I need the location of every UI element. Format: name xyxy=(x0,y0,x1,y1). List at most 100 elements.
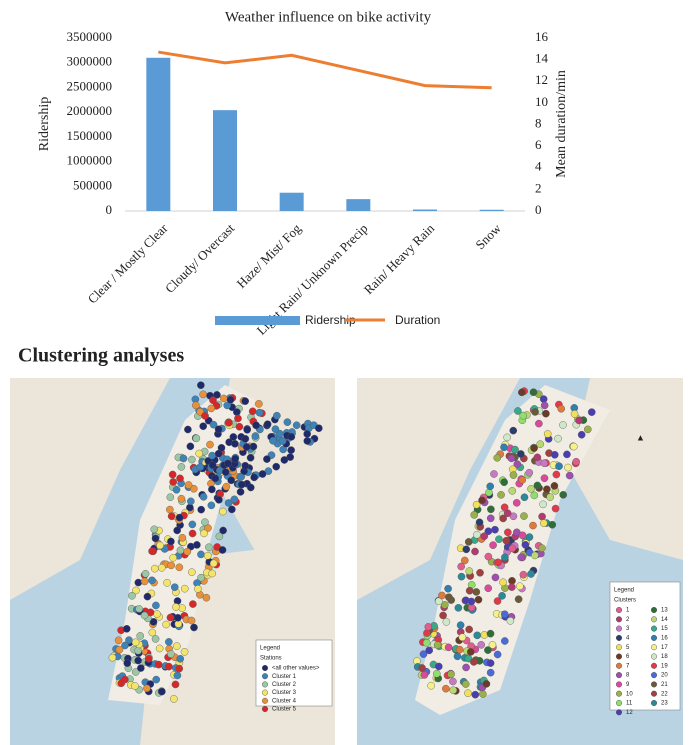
station-dot xyxy=(148,576,156,585)
legend-label: Cluster 4 xyxy=(272,698,297,704)
station-dot xyxy=(507,454,516,463)
legend-label: 22 xyxy=(661,691,668,697)
station-dot xyxy=(482,680,491,688)
station-dot xyxy=(246,453,255,462)
station-dot xyxy=(438,591,446,600)
y-axis-label: Ridership xyxy=(37,97,52,151)
station-dot xyxy=(554,434,562,443)
station-dot xyxy=(433,641,442,649)
station-dot xyxy=(154,660,163,669)
y2-tick-label: 0 xyxy=(535,202,542,217)
station-dot xyxy=(179,454,188,463)
station-dot xyxy=(500,503,509,512)
station-dot xyxy=(419,650,428,658)
station-dot xyxy=(484,552,493,561)
station-dot xyxy=(258,470,267,478)
station-dot xyxy=(149,618,158,626)
station-dot xyxy=(108,653,117,662)
station-dot xyxy=(447,670,455,679)
station-dot xyxy=(251,432,260,440)
station-dot xyxy=(435,597,443,606)
station-dot xyxy=(115,645,124,654)
station-dot xyxy=(207,501,216,510)
station-dot xyxy=(170,583,179,592)
legend-swatch xyxy=(262,665,269,672)
station-dot xyxy=(444,584,452,593)
station-dot xyxy=(521,540,530,549)
station-dot xyxy=(476,568,484,577)
station-dot xyxy=(131,682,139,690)
station-dot xyxy=(540,474,549,483)
station-dot xyxy=(518,476,527,484)
station-dot xyxy=(583,425,592,434)
legend-label: 12 xyxy=(626,710,633,716)
legend-title: Legend xyxy=(614,588,634,594)
station-dot xyxy=(539,395,548,403)
station-dot xyxy=(152,675,161,684)
station-dot xyxy=(499,578,507,587)
station-dot xyxy=(140,611,149,620)
station-dot xyxy=(194,585,202,593)
station-dot xyxy=(464,538,473,546)
legend-label: 6 xyxy=(626,654,630,660)
station-dot xyxy=(486,629,495,638)
legend-label: 2 xyxy=(626,617,630,623)
station-dot xyxy=(249,442,258,451)
station-dot xyxy=(208,485,216,494)
station-dot xyxy=(516,582,524,591)
station-dot xyxy=(196,463,204,471)
station-dot xyxy=(169,478,178,486)
legend-swatch xyxy=(616,681,623,688)
station-dot xyxy=(575,416,583,425)
station-dot xyxy=(172,485,181,494)
station-dot xyxy=(425,646,434,655)
legend-label: 9 xyxy=(626,682,630,688)
station-dot xyxy=(472,500,481,509)
station-dot xyxy=(520,512,528,520)
station-dot xyxy=(466,648,475,656)
station-dot xyxy=(208,451,216,460)
station-dot xyxy=(475,518,484,527)
station-dot xyxy=(131,638,140,647)
station-dot xyxy=(508,583,516,591)
station-dot xyxy=(189,600,197,608)
station-dot xyxy=(199,493,208,501)
legend-swatch xyxy=(616,662,623,669)
station-dot xyxy=(250,473,258,482)
station-dot xyxy=(531,551,539,560)
station-dot xyxy=(136,632,144,640)
station-dot xyxy=(531,408,539,416)
station-dot xyxy=(197,550,205,559)
station-dot xyxy=(472,588,481,596)
station-dot xyxy=(134,656,142,665)
station-dot xyxy=(529,388,538,397)
station-dot xyxy=(225,418,233,427)
station-dot xyxy=(587,408,596,416)
legend-label: Cluster 3 xyxy=(272,690,297,696)
bar xyxy=(146,57,171,212)
station-dot xyxy=(559,491,568,499)
legend-swatch xyxy=(651,653,658,660)
station-dot xyxy=(163,578,171,587)
station-dot xyxy=(233,408,241,416)
station-dot xyxy=(486,659,495,667)
station-dot xyxy=(176,474,184,483)
station-dot xyxy=(509,426,518,435)
y-tick-label: 0 xyxy=(106,202,113,217)
station-dot xyxy=(486,668,495,677)
station-dot xyxy=(172,603,180,611)
station-dot xyxy=(155,644,164,653)
station-dot xyxy=(151,564,159,573)
legend-box xyxy=(255,639,333,707)
y-tick-label: 500000 xyxy=(73,177,112,192)
station-dot xyxy=(471,547,479,556)
station-dot xyxy=(493,597,502,605)
bar xyxy=(479,209,504,211)
station-dot xyxy=(188,455,196,464)
station-dot xyxy=(503,509,512,518)
station-dot xyxy=(135,605,143,613)
station-dot xyxy=(491,573,500,582)
station-dot xyxy=(569,442,578,451)
station-dot xyxy=(557,404,566,413)
legend-label: 7 xyxy=(626,663,630,669)
